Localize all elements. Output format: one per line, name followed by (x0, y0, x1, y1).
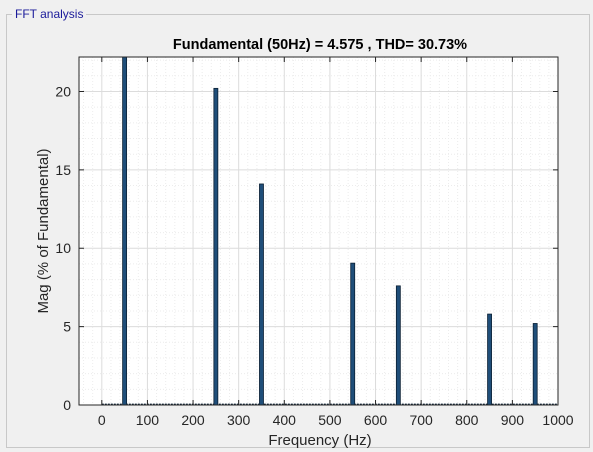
x-axis-label: Frequency (Hz) (268, 432, 371, 449)
y-axis-label: Mag (% of Fundamental) (35, 148, 52, 313)
bar (213, 87, 219, 406)
minor-grid (79, 57, 558, 405)
plot-frame (78, 56, 559, 406)
x-tick-label: 800 (455, 412, 479, 428)
x-axis-ticks: 0 100 200 300 400 500 600 700 800 900 1000 (98, 57, 574, 428)
chart-title: Fundamental (50Hz) = 4.575 , THD= 30.73% (173, 37, 467, 53)
x-tick-label: 600 (364, 412, 388, 428)
x-tick-label: 500 (318, 412, 342, 428)
bar (350, 262, 356, 406)
plot-area (79, 57, 558, 405)
panel-border (6, 14, 590, 448)
y-tick-label: 15 (55, 162, 71, 178)
x-tick-label: 0 (98, 412, 106, 428)
bar (122, 56, 128, 406)
x-tick-label: 200 (181, 412, 205, 428)
x-tick-label: 300 (227, 412, 251, 428)
bar (487, 313, 492, 406)
y-axis-ticks: 0 5 10 15 20 (55, 83, 558, 413)
y-tick-label: 0 (63, 397, 71, 413)
y-tick-label: 10 (55, 240, 71, 256)
y-tick-label: 20 (55, 83, 71, 99)
y-tick-label: 5 (63, 319, 71, 335)
bar (259, 183, 264, 406)
x-tick-label: 400 (273, 412, 297, 428)
bar (395, 285, 401, 406)
x-tick-label: 1000 (542, 412, 573, 428)
x-tick-label: 900 (501, 412, 525, 428)
x-tick-label: 700 (409, 412, 433, 428)
x-tick-label: 100 (136, 412, 160, 428)
bar (532, 323, 538, 406)
panel-title: FFT analysis (12, 7, 87, 21)
